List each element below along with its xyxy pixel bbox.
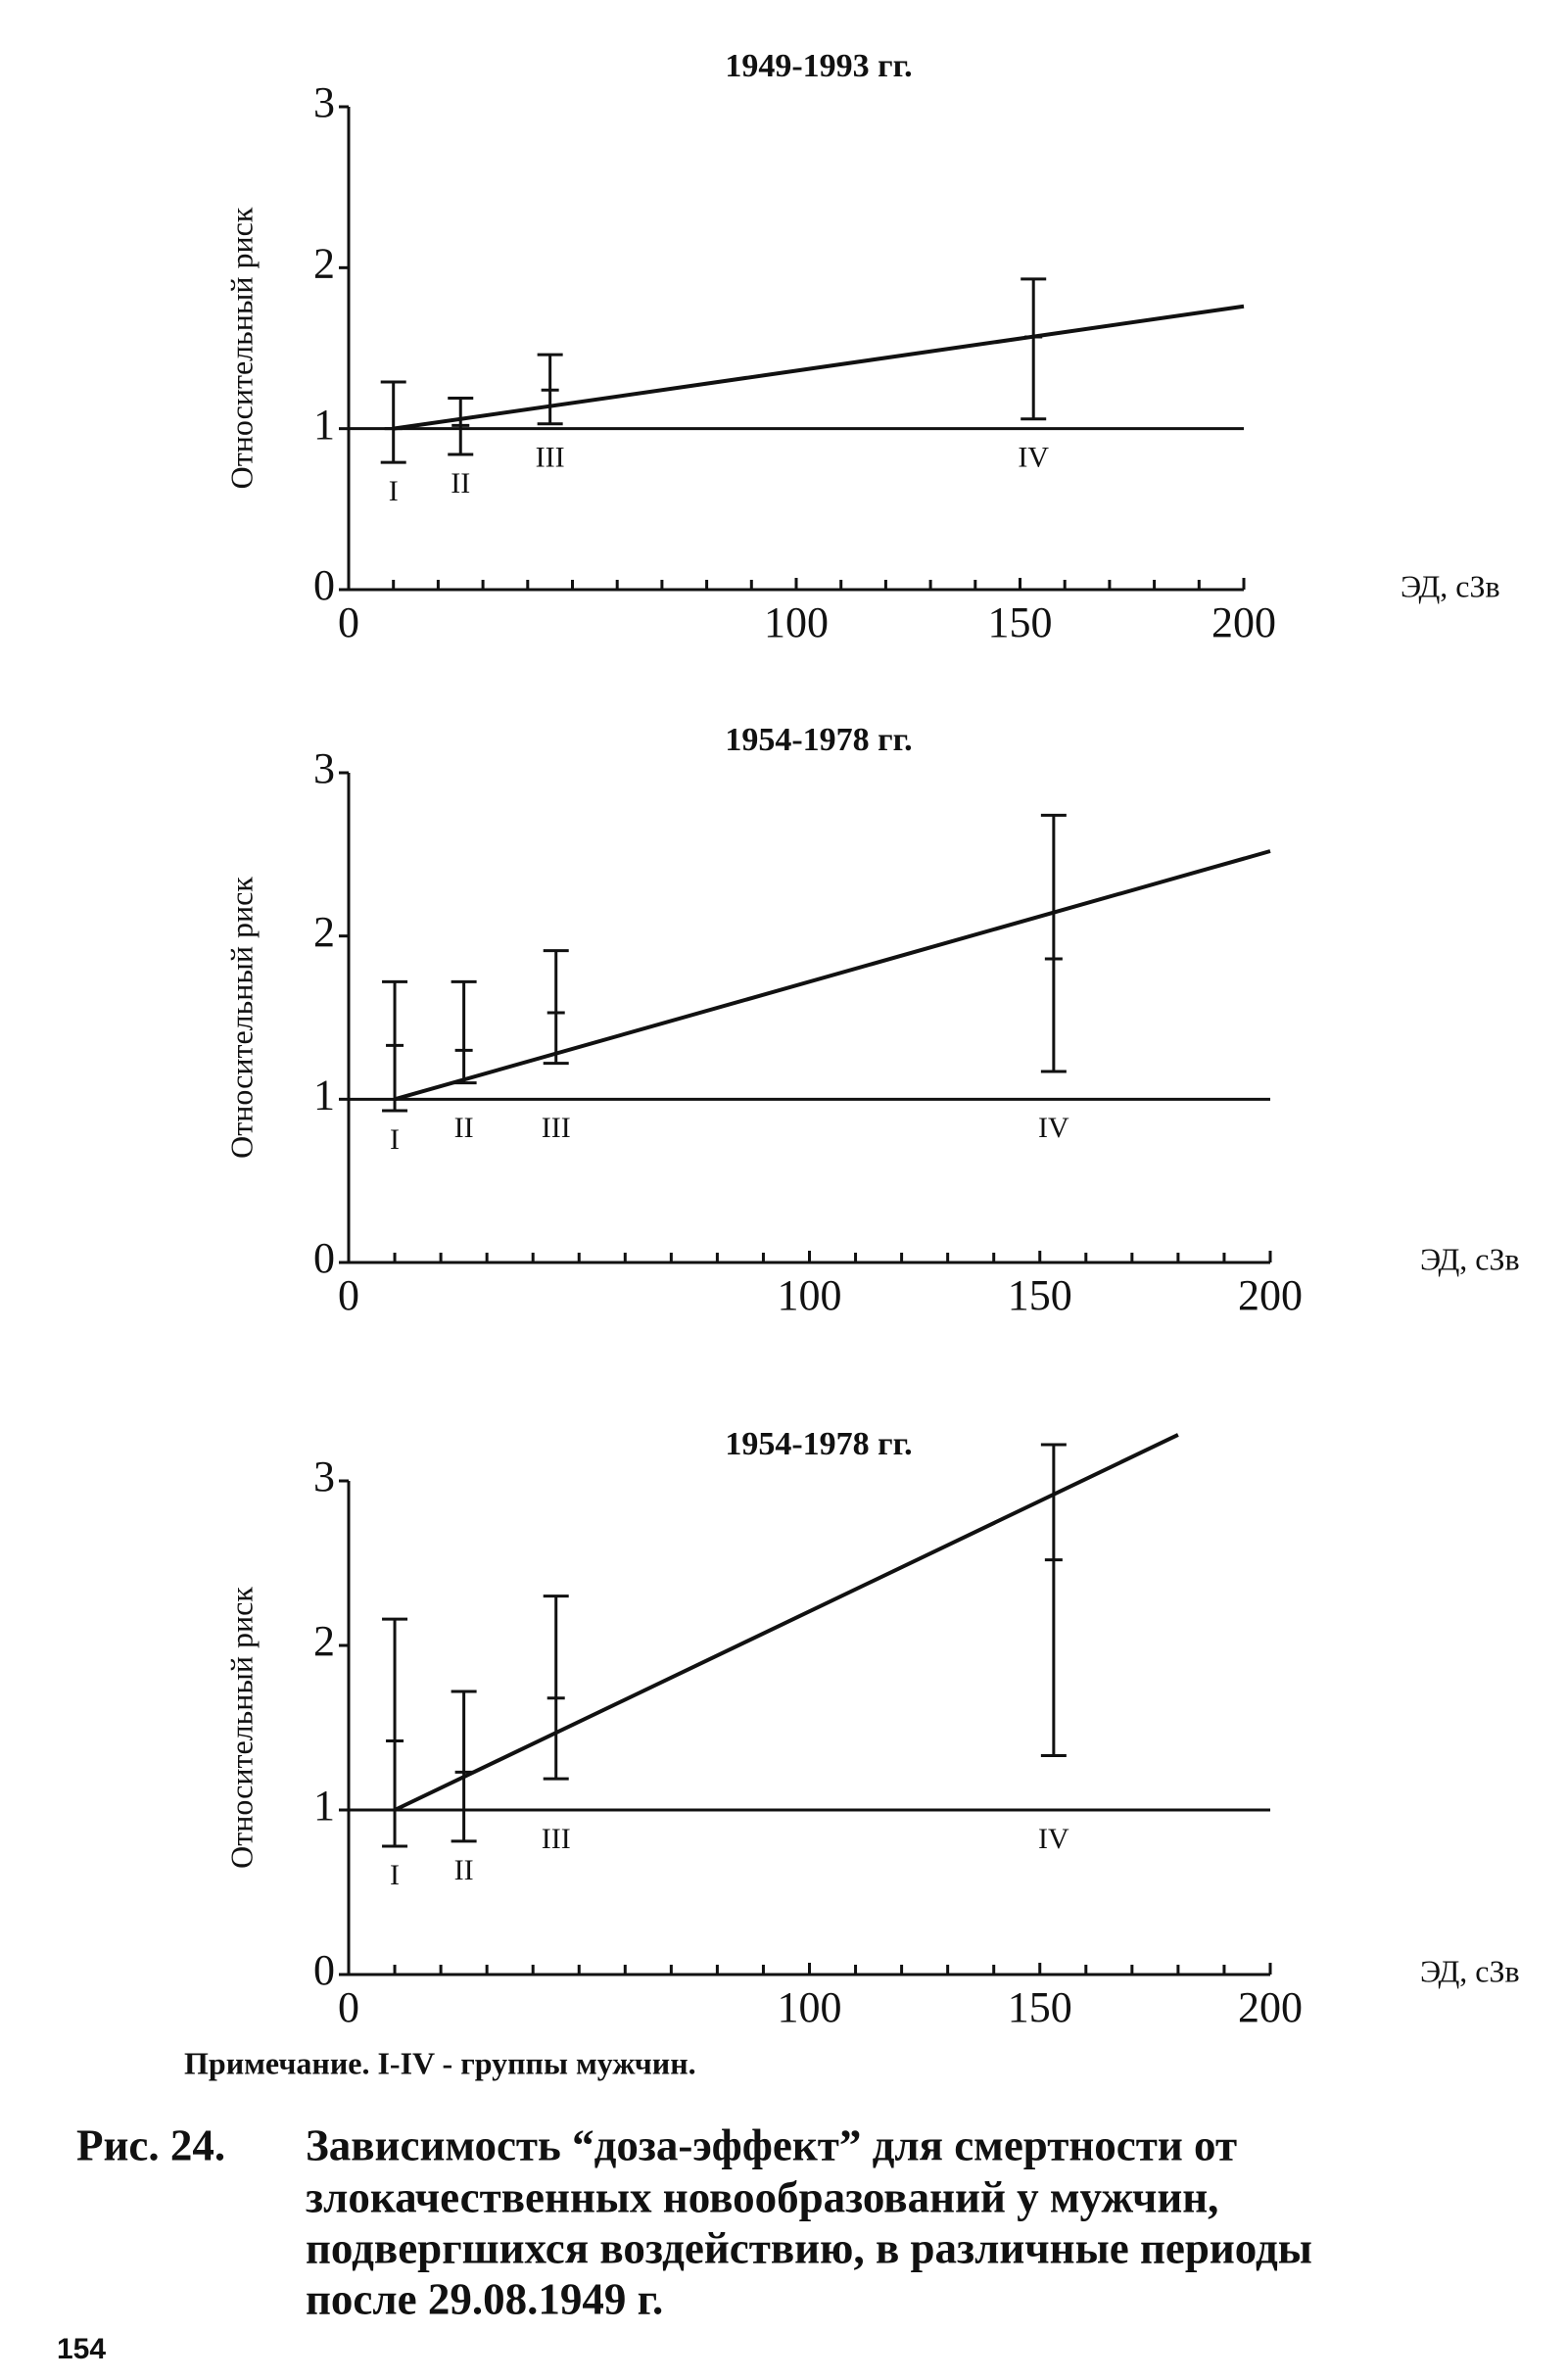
fit-line [394,1433,1179,1812]
x-axis-label: ЭД, сЗв [1401,568,1500,603]
x-axis-label: ЭД, сЗв [1420,1953,1520,1988]
chart-title: 1954-1978 гг. [725,1426,912,1462]
caption-line: после 29.08.1949 г. [306,2274,663,2323]
x-tick-label: 200 [1238,1271,1303,1319]
group-label: III [542,1112,571,1144]
x-tick-label: 100 [778,1983,842,2031]
x-tick-label: 150 [1008,1271,1072,1319]
y-axis-label: Относительный риск [223,877,259,1159]
group-label: II [454,1854,474,1886]
fit-line [393,304,1245,431]
y-tick-label: 1 [313,401,335,449]
y-axis-label: Относительный риск [223,1587,259,1869]
group-label: III [536,442,565,474]
group-label: IV [1038,1112,1069,1144]
caption-line: подвергшихся воздействию, в различные пе… [306,2223,1312,2272]
note: Примечание. I-IV - группы мужчин. [184,2045,696,2080]
y-axis-label: Относительный риск [223,207,259,489]
y-tick-label: 0 [313,561,335,609]
x-tick-label: 200 [1238,1983,1303,2031]
group-label: II [454,1112,474,1144]
x-tick-label: 200 [1211,598,1276,646]
y-tick-label: 2 [313,908,335,956]
x-tick-label: 0 [338,1983,359,2031]
y-tick-label: 0 [313,1946,335,1994]
x-tick-label: 100 [764,598,829,646]
x-tick-label: 150 [1008,1983,1072,2031]
chart-title: 1954-1978 гг. [725,722,912,758]
y-tick-label: 3 [313,744,335,792]
group-label: IV [1038,1823,1069,1855]
y-tick-label: 0 [313,1234,335,1282]
y-tick-label: 3 [313,1452,335,1500]
group-label: IV [1018,442,1049,474]
x-axis-label: ЭД, сЗв [1420,1241,1520,1276]
group-label: I [389,475,399,507]
y-tick-label: 2 [313,239,335,287]
x-tick-label: 100 [778,1271,842,1319]
x-tick-label: 150 [988,598,1053,646]
group-label: I [390,1859,400,1891]
x-tick-label: 0 [338,598,359,646]
fit-line [394,849,1271,1102]
caption-label: Рис. 24. [76,2120,225,2169]
y-tick-label: 3 [313,78,335,126]
y-tick-label: 1 [313,1071,335,1119]
chart-title: 1949-1993 гг. [725,48,912,84]
caption-line: Зависимость “доза-эффект” для смертности… [306,2120,1237,2169]
page-number: 154 [57,2333,106,2365]
group-label: I [390,1123,400,1156]
y-tick-label: 1 [313,1782,335,1830]
x-tick-label: 0 [338,1271,359,1319]
y-tick-label: 2 [313,1617,335,1665]
caption-line: злокачественных новообразований у мужчин… [306,2172,1218,2221]
group-label: II [451,467,470,500]
group-label: III [542,1823,571,1855]
